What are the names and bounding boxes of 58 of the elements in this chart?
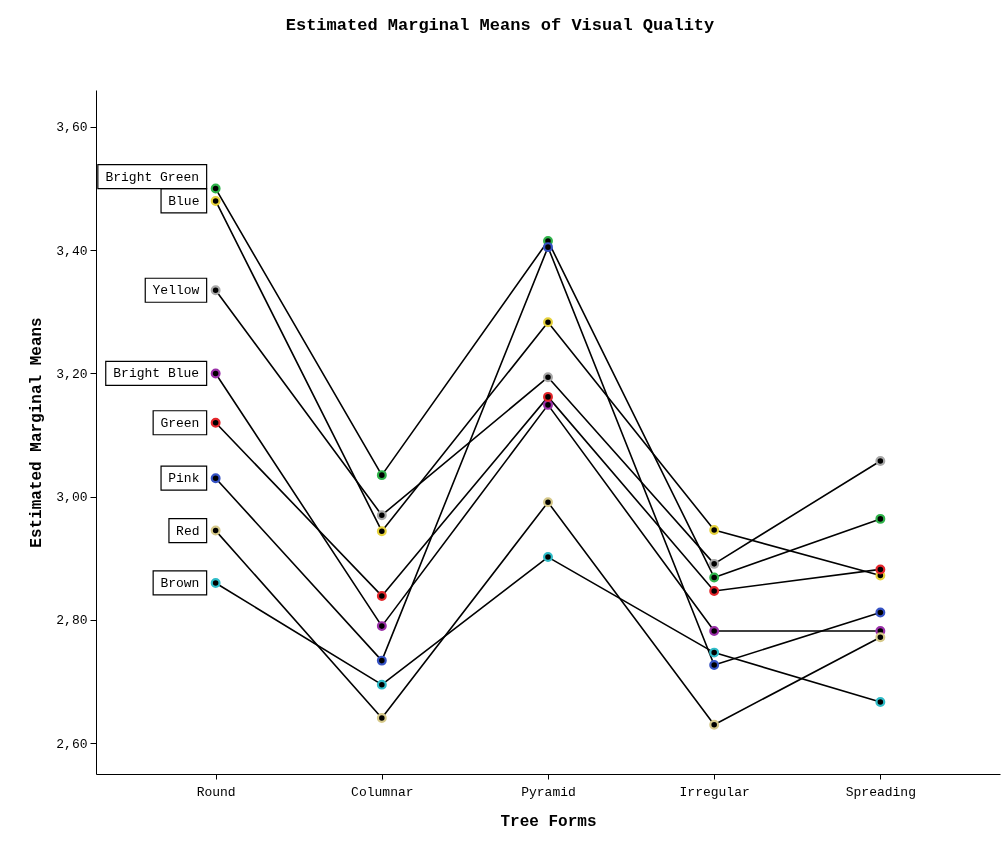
point (210, 183, 221, 194)
point (875, 696, 886, 707)
y-tick-label: 3,20 (56, 366, 88, 382)
point (543, 317, 553, 328)
point (376, 590, 387, 601)
y-tick-label: 3,00 (56, 490, 88, 506)
point (543, 497, 553, 508)
point (875, 564, 886, 575)
chart-title: Estimated Marginal Means of Visual Quality (285, 16, 715, 35)
y-axis-title: Estimated Marginal Means (28, 317, 47, 548)
point (376, 655, 387, 666)
point (210, 417, 221, 428)
y-tick-label: 3,40 (56, 243, 88, 259)
point (210, 525, 221, 536)
series-label: Bright Green (105, 169, 200, 185)
point (709, 525, 720, 535)
y-tick-label: 2,60 (56, 736, 88, 752)
x-tick-label: Columnar (351, 784, 414, 800)
point (709, 719, 720, 730)
point (210, 578, 221, 588)
x-tick-label: Spreading (845, 784, 916, 800)
point (709, 659, 720, 670)
x-tick-label: Irregular (679, 784, 750, 800)
point (875, 513, 886, 524)
point (210, 195, 221, 206)
point (376, 712, 387, 723)
point (376, 510, 387, 521)
series-label: Brown (160, 575, 200, 591)
point (543, 372, 553, 383)
point (376, 526, 387, 537)
x-tick-label: Pyramid (521, 784, 576, 800)
point (709, 558, 720, 569)
y-tick-label: 3,60 (56, 120, 88, 136)
x-axis-title: Tree Forms (500, 812, 597, 831)
series-label: Green (160, 415, 200, 431)
x-tick-label: Round (196, 784, 236, 800)
point (709, 572, 720, 583)
point (709, 647, 720, 658)
point (210, 285, 221, 296)
point (709, 586, 720, 596)
series-label: Yellow (152, 283, 200, 299)
point (543, 242, 553, 253)
point (376, 679, 387, 690)
point (875, 456, 886, 466)
series-label: Bright Blue (113, 366, 200, 382)
point (543, 552, 553, 563)
series-label: Red (176, 523, 200, 539)
point (210, 473, 221, 484)
series-label: Pink (168, 471, 200, 487)
y-tick-label: 2,80 (56, 613, 88, 629)
series-label: Blue (168, 193, 200, 209)
point (376, 621, 387, 632)
point (875, 607, 886, 618)
point (709, 626, 720, 636)
point (376, 470, 387, 481)
point (210, 368, 221, 379)
point (875, 632, 886, 643)
point (543, 391, 553, 402)
